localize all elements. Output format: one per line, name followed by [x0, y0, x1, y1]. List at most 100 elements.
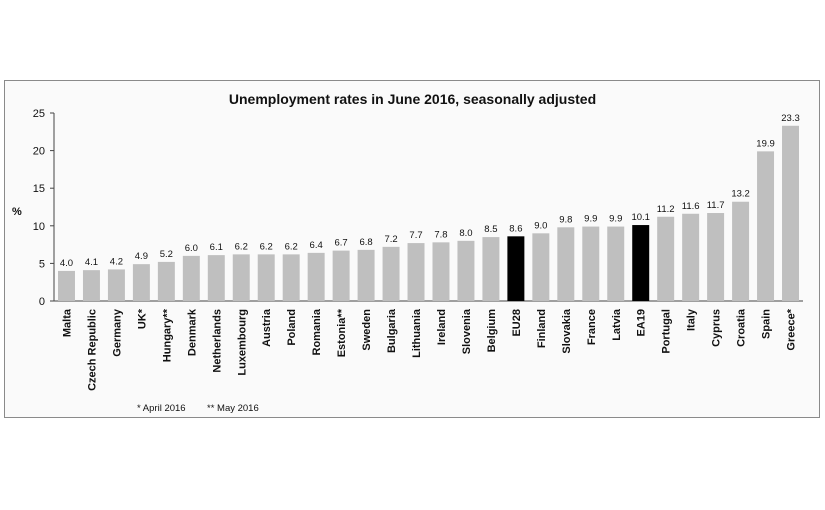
data-label: 6.1	[210, 242, 223, 253]
data-label: 11.7	[707, 200, 725, 211]
data-label: 7.8	[434, 229, 447, 240]
y-tick-label: 20	[33, 146, 45, 158]
bar	[157, 261, 175, 301]
bar	[232, 254, 250, 301]
x-tick-label: Ireland	[436, 309, 448, 345]
bar	[557, 227, 575, 301]
x-tick-label: Poland	[286, 309, 298, 346]
x-tick-label: Lithuania	[411, 308, 423, 358]
x-tick-label: Finland	[536, 309, 548, 348]
data-label: 19.9	[756, 138, 775, 149]
y-tick-label: 5	[39, 258, 45, 270]
bar	[382, 246, 400, 301]
y-tick-label: 25	[33, 108, 45, 120]
bar	[182, 255, 200, 301]
y-axis-label: %	[12, 206, 22, 218]
x-tick-label: Slovenia	[461, 308, 473, 354]
bar	[82, 270, 100, 301]
data-label: 13.2	[731, 189, 750, 200]
bar	[532, 233, 550, 301]
bar	[107, 269, 125, 301]
x-tick-label: Czech Republic	[86, 309, 98, 391]
x-tick-label: Germany	[111, 308, 123, 357]
bar	[607, 226, 625, 301]
x-tick-label: Luxembourg	[236, 309, 248, 376]
x-tick-label: Denmark	[186, 308, 198, 356]
x-tick-label: Estonia**	[336, 308, 348, 357]
x-tick-label: Sweden	[361, 309, 373, 351]
bar	[757, 151, 775, 301]
data-label: 4.2	[110, 256, 123, 267]
data-label: 8.6	[509, 223, 522, 234]
bar	[707, 213, 725, 301]
bar	[332, 250, 350, 301]
bar	[732, 201, 750, 301]
data-label: 6.4	[310, 240, 323, 251]
footnote: * April 2016	[137, 403, 186, 414]
bar	[457, 240, 475, 301]
x-tick-label: Slovakia	[561, 308, 573, 354]
data-label: 5.2	[160, 249, 173, 260]
bar	[782, 125, 800, 301]
data-label: 9.9	[609, 214, 622, 225]
y-tick-label: 0	[39, 296, 45, 308]
x-tick-label: Bulgaria	[386, 308, 398, 353]
data-label: 9.0	[534, 220, 547, 231]
x-tick-label: Malta	[61, 308, 73, 337]
x-tick-label: Austria	[261, 308, 273, 347]
data-label: 6.7	[335, 238, 348, 249]
data-label: 7.2	[384, 234, 397, 245]
bar	[632, 225, 650, 301]
x-tick-label: Portugal	[661, 309, 673, 354]
bar	[282, 254, 300, 301]
x-tick-label: EU28	[511, 309, 523, 337]
x-tick-label: Spain	[761, 309, 773, 339]
x-tick-label: Romania	[311, 308, 323, 355]
x-tick-label: Netherlands	[211, 309, 223, 373]
data-label: 10.1	[631, 212, 650, 223]
data-label: 4.0	[60, 258, 73, 269]
bar	[682, 213, 700, 301]
data-label: 7.7	[409, 230, 422, 241]
data-label: 11.6	[682, 201, 700, 212]
x-tick-label: Hungary**	[161, 308, 173, 362]
bar	[132, 264, 150, 301]
data-label: 6.0	[185, 243, 198, 254]
x-tick-label: Croatia	[736, 308, 748, 347]
footnote: ** May 2016	[207, 403, 259, 414]
data-label: 9.8	[559, 214, 572, 225]
bar	[507, 236, 525, 301]
x-tick-label: France	[586, 309, 598, 345]
bar	[657, 216, 675, 301]
bar	[407, 243, 425, 301]
y-tick-label: 10	[33, 221, 45, 233]
bar	[432, 242, 450, 301]
x-tick-label: Greece*	[786, 308, 798, 350]
bar	[357, 249, 375, 301]
data-label: 11.2	[657, 204, 675, 215]
bar	[257, 254, 275, 301]
bar	[207, 255, 225, 301]
bar	[57, 270, 75, 301]
x-tick-label: Italy	[686, 308, 698, 331]
bar	[582, 226, 600, 301]
data-label: 6.2	[235, 241, 248, 252]
bar	[482, 237, 500, 301]
data-label: 8.5	[484, 224, 497, 235]
x-tick-label: UK*	[136, 308, 148, 329]
bar	[307, 252, 325, 301]
x-tick-label: EA19	[636, 309, 648, 337]
x-tick-label: Latvia	[611, 308, 623, 341]
data-label: 6.2	[260, 241, 273, 252]
y-tick-label: 15	[33, 183, 45, 195]
data-label: 9.9	[584, 214, 597, 225]
data-label: 8.0	[459, 228, 472, 239]
data-label: 6.2	[285, 241, 298, 252]
data-label: 4.1	[85, 257, 98, 268]
x-tick-label: Cyprus	[711, 309, 723, 347]
x-tick-label: Belgium	[486, 309, 498, 353]
data-label: 6.8	[359, 237, 372, 248]
data-label: 4.9	[135, 251, 148, 262]
